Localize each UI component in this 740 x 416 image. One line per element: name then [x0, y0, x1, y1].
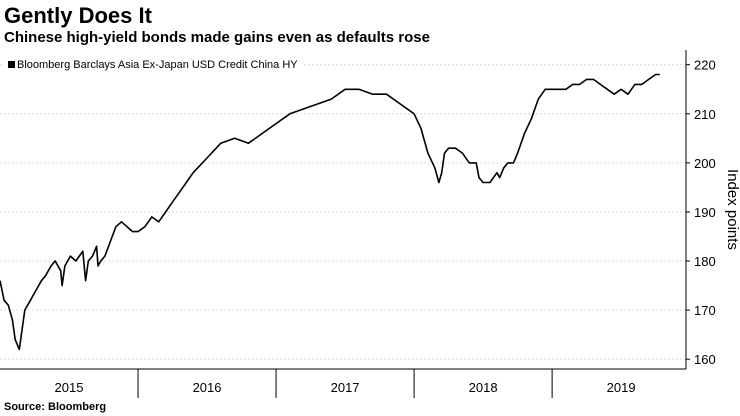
y-tick-label: 160 — [694, 352, 716, 367]
chart-title: Gently Does It — [4, 3, 152, 28]
y-tick-label: 200 — [694, 156, 716, 171]
legend-background — [3, 57, 304, 73]
x-tick-label: 2017 — [331, 380, 360, 395]
chart-subtitle: Chinese high-yield bonds made gains even… — [4, 29, 430, 46]
y-tick-label: 170 — [694, 303, 716, 318]
gridlines — [0, 64, 686, 360]
x-tick-label: 2016 — [193, 380, 222, 395]
legend: Bloomberg Barclays Asia Ex-Japan USD Cre… — [3, 57, 304, 73]
y-tick-label: 220 — [694, 58, 716, 73]
x-tick-label: 2019 — [607, 380, 636, 395]
y-tick-label: 210 — [694, 107, 716, 122]
x-tick-label: 2015 — [55, 380, 84, 395]
legend-label: Bloomberg Barclays Asia Ex-Japan USD Cre… — [17, 59, 298, 71]
y-tick-label: 180 — [694, 254, 716, 269]
y-tick-label: 190 — [694, 205, 716, 220]
y-axis-title: Index points — [724, 169, 740, 250]
x-axis: 2015 2016 2017 2018 2019 — [0, 368, 686, 398]
legend-swatch — [8, 61, 15, 68]
series-line — [0, 73, 660, 351]
y-axis: 160 170 180 190 200 210 220 Index points — [685, 50, 740, 369]
x-tick-label: 2018 — [469, 380, 498, 395]
source-note: Source: Bloomberg — [4, 401, 107, 413]
series-lines — [0, 73, 660, 351]
